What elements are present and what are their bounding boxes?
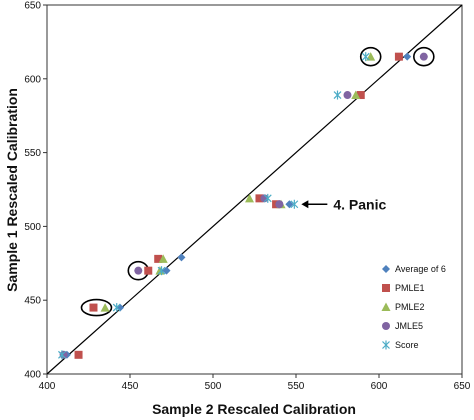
annotation-label: 4. Panic [333, 196, 386, 212]
legend-label: PMLE2 [395, 302, 425, 312]
data-points-layer [58, 52, 428, 360]
highlight-ellipse [413, 46, 435, 67]
legend-label: Score [395, 340, 419, 350]
highlight-ellipse [80, 298, 113, 317]
data-point-jmle5 [134, 266, 143, 275]
y-tick-label: 500 [24, 222, 41, 233]
x-tick-label: 400 [39, 381, 56, 392]
data-point-average-of-6 [403, 52, 412, 61]
legend-marker [382, 284, 390, 292]
data-point-score [333, 90, 342, 100]
data-point-jmle5 [275, 200, 284, 209]
y-tick-label: 550 [24, 148, 41, 159]
data-point-pmle2 [351, 90, 361, 100]
y-tick-label: 650 [24, 1, 41, 12]
x-tick-label: 600 [371, 381, 388, 392]
identity-line [46, 4, 463, 375]
highlight-ellipse [359, 46, 382, 67]
data-point-average-of-6 [285, 200, 294, 209]
y-tick-label: 450 [24, 296, 41, 307]
x-tick-label: 650 [454, 381, 471, 392]
legend-label: PMLE1 [395, 283, 425, 293]
data-point-score [361, 52, 370, 62]
y-tick-label: 400 [24, 370, 41, 381]
data-point-pmle1 [144, 266, 153, 275]
data-point-pmle2 [245, 193, 255, 203]
legend-marker [381, 302, 391, 311]
x-axis-title: Sample 2 Rescaled Calibration [152, 401, 356, 417]
circled-points-layer [80, 46, 435, 317]
data-point-score [290, 199, 299, 209]
data-point-pmle2 [100, 303, 110, 312]
data-point-pmle2 [366, 52, 376, 61]
data-point-pmle1 [356, 91, 365, 100]
legend-label: JMLE5 [395, 321, 423, 331]
data-point-average-of-6 [177, 253, 186, 262]
data-point-score [112, 303, 121, 313]
legend-label: Average of 6 [395, 264, 446, 274]
y-tick-label: 600 [24, 74, 41, 85]
data-point-pmle1 [74, 350, 83, 359]
data-point-pmle1 [255, 194, 264, 203]
x-tick-label: 550 [288, 381, 305, 392]
legend-marker [382, 340, 390, 350]
x-tick-label: 450 [122, 381, 139, 392]
reference-line-layer [46, 4, 463, 375]
data-point-pmle2 [158, 254, 168, 263]
data-point-jmle5 [59, 350, 68, 359]
legend: Average of 6 PMLE1 PMLE2 JMLE5 Score [381, 264, 446, 350]
data-point-pmle1 [154, 254, 163, 263]
data-point-jmle5 [419, 52, 428, 61]
legend-marker [382, 322, 390, 330]
data-point-average-of-6 [162, 266, 171, 275]
y-axis-title: Sample 1 Rescaled Calibration [4, 88, 20, 292]
axes-layer: 400 450 500 550 600 650 400 450 500 550 600 650 [24, 1, 470, 393]
annotation-layer: 4. Panic [301, 196, 386, 212]
data-point-score [157, 266, 166, 276]
legend-marker [382, 265, 390, 273]
data-point-score [263, 193, 272, 203]
x-tick-label: 500 [205, 381, 222, 392]
data-point-score [58, 350, 66, 360]
data-point-pmle1 [394, 52, 403, 61]
data-point-pmle1 [89, 303, 98, 312]
annotation-arrow-head [301, 200, 309, 209]
data-point-jmle5 [343, 91, 352, 100]
